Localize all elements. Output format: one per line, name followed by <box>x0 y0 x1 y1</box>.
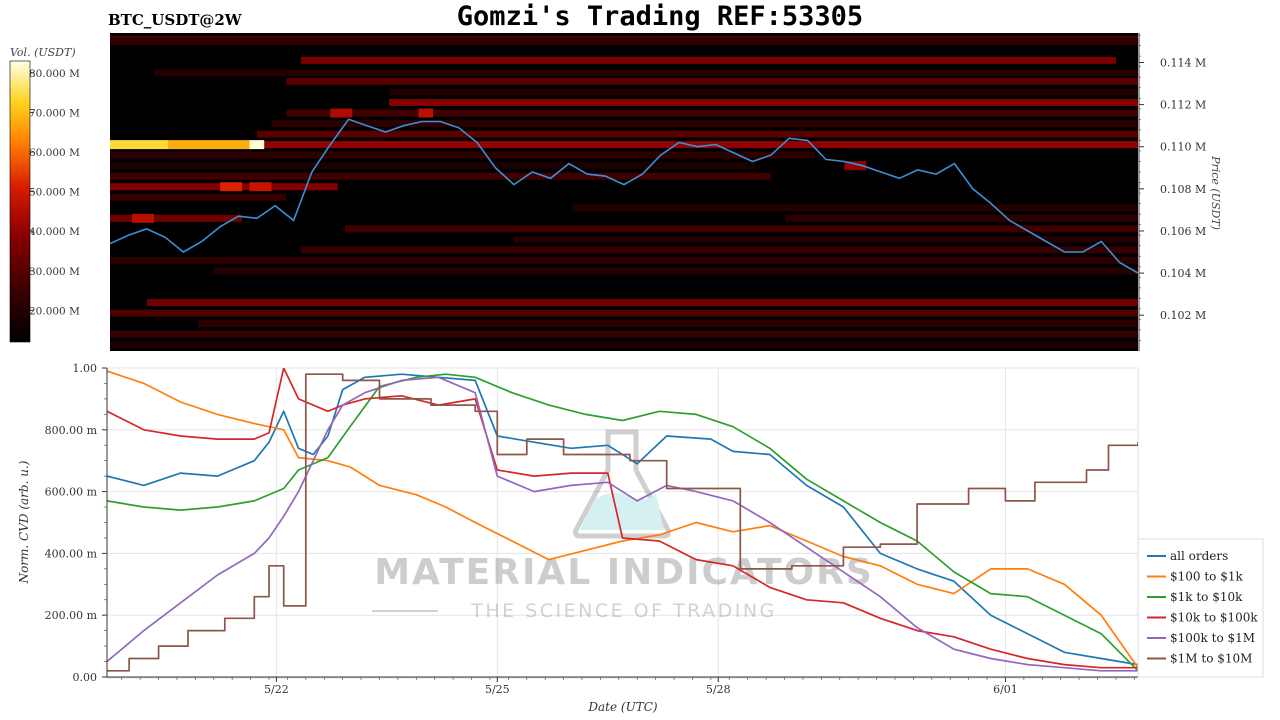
pair-label: BTC_USDT@2W <box>108 11 243 29</box>
colorbar: Vol. (USDT) 80.000 M 70.000 M 60.000 M 50.0… <box>9 46 80 343</box>
liquidity-band <box>300 56 1116 64</box>
price-axis-tick-label: 0.104 M <box>1160 267 1206 280</box>
liquidity-band <box>110 151 815 159</box>
cvd-y-tick-label: 1.00 <box>73 362 98 375</box>
price-axis-tick-label: 0.108 M <box>1160 183 1206 196</box>
liquidity-band <box>256 130 1138 138</box>
cvd-y-tick-label: 800.00 m <box>45 424 98 437</box>
liquidity-hot-block <box>249 140 265 150</box>
liquidity-band <box>389 98 1138 106</box>
cvd-y-tick-label: 400.00 m <box>45 547 98 560</box>
colorbar-tick-label: 40.000 M <box>29 226 80 238</box>
liquidity-hot-block <box>418 108 434 118</box>
legend-entry-label: $100k to $1M <box>1170 631 1255 645</box>
cvd-x-tick-label: 5/28 <box>706 683 731 696</box>
cvd-series-line <box>107 368 1138 669</box>
price-axis-label: Price (USDT) <box>1209 155 1222 230</box>
heatmap-panel: 0.114 M 0.112 M 0.110 M 0.108 M 0.106 M 0.104… <box>110 33 1222 351</box>
liquidity-hot-block <box>220 182 243 192</box>
price-axis-tick-label: 0.110 M <box>1160 141 1206 154</box>
colorbar-tick-label: 60.000 M <box>29 147 80 159</box>
x-axis-label: Date (UTC) <box>587 700 657 714</box>
cvd-x-tick-label: 5/25 <box>485 683 510 696</box>
cvd-series-line <box>107 373 1138 672</box>
liquidity-band <box>110 341 1138 349</box>
price-axis-tick-label: 0.106 M <box>1160 225 1206 238</box>
cvd-y-tick-label: 600.00 m <box>45 486 98 499</box>
cvd-y-tick-label: 0.00 <box>73 671 98 684</box>
flask-icon <box>573 429 671 539</box>
colorbar-tick-label: 70.000 M <box>29 107 80 119</box>
liquidity-band <box>110 256 1138 264</box>
liquidity-band <box>110 214 243 222</box>
cvd-series-line <box>107 373 1138 672</box>
liquidity-band <box>110 330 1138 338</box>
colorbar-label: Vol. (USDT) <box>10 46 76 59</box>
price-axis-tick-label: 0.102 M <box>1160 309 1206 322</box>
cvd-series-line <box>107 373 1138 666</box>
colorbar-tick-label: 80.000 M <box>29 68 80 80</box>
liquidity-band <box>110 37 1138 45</box>
liquidity-band <box>513 235 1138 243</box>
liquidity-band <box>344 225 1138 233</box>
legend-entry-label: $100 to $1k <box>1170 570 1243 584</box>
liquidity-band <box>110 141 1138 149</box>
liquidity-hot-block <box>249 182 272 192</box>
liquidity-band <box>198 320 1138 328</box>
chart-title: Gomzi's Trading REF:53305 <box>457 1 863 32</box>
cvd-x-tick-label: 5/22 <box>264 683 289 696</box>
colorbar-gradient <box>9 60 31 343</box>
liquidity-band <box>286 77 1138 85</box>
liquidity-band <box>572 204 1138 212</box>
liquidity-band <box>110 172 771 180</box>
price-axis-tick-label: 0.112 M <box>1160 99 1206 112</box>
legend-entry-label: $10k to $100k <box>1170 611 1258 625</box>
cvd-y-tick-label: 200.00 m <box>45 609 98 622</box>
liquidity-band <box>286 109 1138 117</box>
liquidity-band <box>785 214 1138 222</box>
liquidity-band <box>154 69 1138 77</box>
price-series-line <box>110 118 1138 274</box>
liquidity-band <box>300 246 1138 254</box>
colorbar-tick-label: 30.000 M <box>29 266 80 278</box>
legend-entry-label: $1k to $10k <box>1170 590 1243 604</box>
liquidity-band <box>110 193 287 201</box>
liquidity-band <box>110 309 1138 317</box>
watermark-title: MATERIAL INDICATORS <box>374 552 874 593</box>
liquidity-hot-block <box>132 213 155 223</box>
legend: all orders $100 to $1k $1k to $10k $10k to … <box>1137 538 1264 678</box>
liquidity-hot-block <box>330 108 353 118</box>
legend-box <box>1137 538 1264 678</box>
colorbar-tick-label: 20.000 M <box>29 305 80 317</box>
colorbar-tick-label: 50.000 M <box>29 187 80 199</box>
liquidity-band <box>271 120 1138 128</box>
cvd-series-line <box>107 370 1138 669</box>
watermark: MATERIAL INDICATORS THE SCIENCE OF TRADI… <box>372 429 874 622</box>
liquidity-band <box>389 88 1138 96</box>
cvd-panel: MATERIAL INDICATORS THE SCIENCE OF TRADI… <box>17 362 1264 714</box>
legend-entry-label: all orders <box>1170 549 1228 563</box>
heatmap-background <box>110 33 1138 351</box>
liquidity-hot-block <box>844 161 867 171</box>
liquidity-band <box>110 162 757 170</box>
legend-entry-label: $1M to $10M <box>1170 652 1252 666</box>
liquidity-hot-block <box>168 140 250 150</box>
price-axis-tick-label: 0.114 M <box>1160 56 1206 69</box>
cvd-x-tick-label: 6/01 <box>993 683 1018 696</box>
y-axis-label: Norm. CVD (arb. u.) <box>17 460 31 584</box>
liquidity-band <box>146 299 1138 307</box>
watermark-subtitle: THE SCIENCE OF TRADING <box>470 600 777 622</box>
cvd-series-line <box>107 376 1138 672</box>
liquidity-hot-block <box>110 140 169 150</box>
liquidity-band <box>212 267 1138 275</box>
